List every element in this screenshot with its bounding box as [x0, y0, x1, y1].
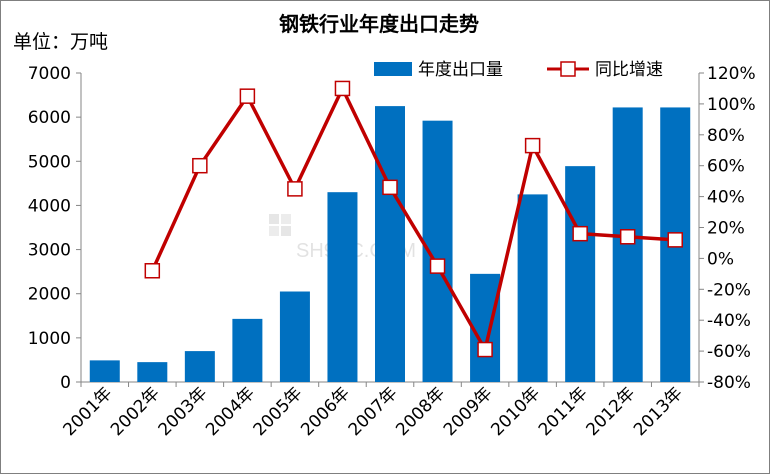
x-tick-label: 2013年 [630, 383, 687, 440]
x-tick-label: 2009年 [440, 383, 497, 440]
growth-point [572, 225, 588, 242]
growth-point [382, 179, 398, 196]
chart-title: 钢铁行业年度出口走势 [279, 12, 479, 36]
y-right-tick-label: 0% [707, 249, 734, 269]
y-left-tick-label: 3000 [28, 241, 71, 261]
growth-point [524, 137, 541, 154]
y-right-tick-label: -40% [707, 311, 751, 331]
bar [470, 273, 501, 382]
growth-point [667, 232, 683, 248]
y-left-tick-label: 0 [60, 373, 71, 393]
bar [184, 351, 215, 382]
x-tick-label: 2004年 [202, 383, 259, 440]
bar [137, 362, 168, 382]
y-right-tick-label: -80% [707, 373, 751, 393]
bar [517, 194, 548, 382]
y-right-tick-label: 120% [707, 64, 756, 84]
growth-line [150, 86, 676, 352]
growth-point [477, 341, 493, 358]
y-left-tick-label: 2000 [28, 285, 71, 305]
bar [612, 107, 643, 382]
x-tick-label: 2005年 [250, 383, 307, 440]
bar [375, 106, 405, 382]
x-tick-label: 2006年 [297, 383, 354, 440]
y-right-tick-label: -20% [707, 280, 751, 300]
legend: 年度出口量 同比增速 [374, 60, 663, 80]
y-right-tick-label: 80% [707, 126, 745, 146]
x-tick-label: 2007年 [345, 383, 402, 440]
y-left-tick-label: 5000 [28, 152, 71, 172]
y-left-tick-label: 7000 [28, 64, 71, 84]
x-tick-label: 2002年 [107, 383, 164, 440]
legend-bar-swatch [374, 62, 412, 76]
growth-point [334, 80, 351, 97]
legend-line-label: 同比增速 [595, 60, 663, 80]
y-right-tick-label: 20% [707, 219, 745, 239]
bar [327, 192, 358, 382]
bar-series [89, 106, 691, 382]
x-tick-label: 2011年 [535, 383, 592, 440]
bar [232, 318, 263, 382]
growth-point [192, 157, 208, 174]
x-tick-label: 2003年 [155, 383, 212, 440]
y-right-tick-label: 40% [707, 188, 745, 208]
bar [279, 291, 310, 382]
y-right-tick-label: 100% [707, 95, 756, 115]
legend-line-marker [560, 61, 576, 77]
x-tick-label: 2008年 [392, 383, 449, 440]
y-right-tick-label: 60% [707, 157, 745, 177]
legend-bar-label: 年度出口量 [418, 60, 503, 80]
y-left-ticks: 0 1000 2000 3000 4000 5000 6000 7000 [28, 64, 81, 393]
growth-point [144, 263, 161, 279]
y-left-tick-label: 6000 [28, 108, 71, 128]
bar [565, 166, 596, 382]
x-tick-label: 2012年 [582, 383, 639, 440]
x-ticks: 2001年2002年2003年2004年2005年2006年2007年2008年… [60, 382, 700, 440]
line-series [144, 80, 683, 358]
growth-point [287, 181, 303, 197]
y-left-tick-label: 4000 [28, 196, 71, 216]
unit-label: 单位：万吨 [13, 31, 108, 53]
bar [89, 360, 120, 382]
y-right-ticks: -80% -60% -40% -20% 0% 20% 40% 60% 80% 100% 120% [699, 64, 756, 393]
growth-point [429, 258, 446, 274]
x-tick-label: 2010年 [487, 383, 544, 440]
growth-point [619, 229, 636, 245]
y-left-tick-label: 1000 [28, 329, 71, 349]
growth-point [239, 88, 256, 104]
y-right-tick-label: -60% [707, 342, 751, 362]
